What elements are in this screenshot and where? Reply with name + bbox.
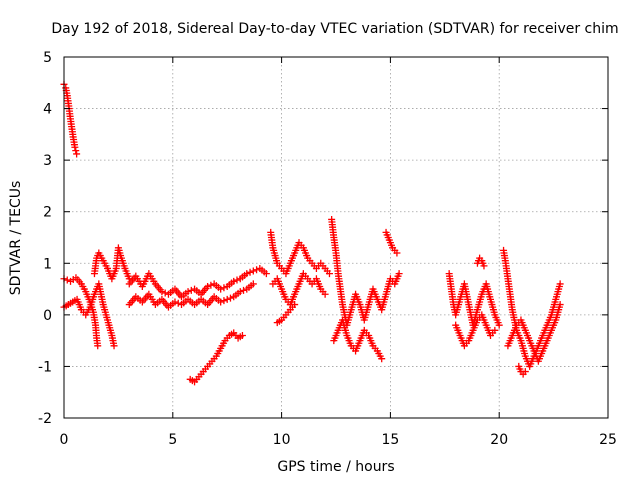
data-point <box>171 298 179 306</box>
data-point <box>223 295 231 303</box>
series-rise-1-3h <box>90 244 133 283</box>
data-point <box>291 301 299 309</box>
series-rise-15h <box>382 228 401 257</box>
data-point <box>217 285 225 293</box>
x-tick-label: 5 <box>168 432 177 448</box>
data-point <box>63 276 71 284</box>
data-point <box>204 282 212 290</box>
series-band-12-15h <box>328 215 403 329</box>
series-band-12-15h-lower <box>330 316 386 363</box>
series-band-17-20h-lower <box>452 311 499 350</box>
data-point <box>480 262 488 270</box>
data-point <box>249 280 257 288</box>
data-point <box>73 150 81 158</box>
series-early-high <box>60 80 81 158</box>
y-tick-labels: -2 -1 0 1 2 3 4 5 <box>38 50 52 427</box>
data-point <box>233 276 241 284</box>
data-marks <box>60 80 564 386</box>
chart-title: Day 192 of 2018, Sidereal Day-to-day VTE… <box>51 21 618 37</box>
data-point <box>321 290 329 298</box>
series-band-17-20h <box>445 270 503 329</box>
plot-frame <box>63 56 609 419</box>
series-band-9-12h <box>267 228 333 278</box>
series-peak-19h <box>473 254 488 270</box>
data-point <box>393 249 401 257</box>
y-tick-label: 1 <box>43 256 52 272</box>
data-point <box>262 270 270 278</box>
data-point <box>378 355 386 363</box>
series-band-20-23h-lower <box>504 301 564 365</box>
y-tick-label: 5 <box>43 50 52 66</box>
series-band-9-12h-lower <box>269 270 329 309</box>
y-tick-label: -1 <box>38 359 52 375</box>
series-low-21h <box>515 362 529 378</box>
data-point <box>230 277 238 285</box>
data-point <box>220 297 228 305</box>
series-band-3-9h-upper <box>125 264 270 301</box>
y-axis-label: SDTVAR / TECUs <box>8 181 24 296</box>
data-point <box>395 270 403 278</box>
y-tick-label: 4 <box>43 102 52 118</box>
x-tick-label: 25 <box>599 432 617 448</box>
data-point <box>220 284 228 292</box>
series-band-3-9h-lower <box>125 280 257 311</box>
x-axis-label: GPS time / hours <box>277 459 394 475</box>
data-point <box>158 288 166 296</box>
data-point <box>246 268 254 276</box>
data-point <box>556 280 564 288</box>
data-point <box>238 331 246 339</box>
x-tick-label: 10 <box>273 432 291 448</box>
y-tick-label: 3 <box>43 153 52 169</box>
data-point <box>521 368 529 376</box>
data-point <box>495 321 503 329</box>
data-point <box>71 143 79 151</box>
series-dip-10h <box>273 301 299 327</box>
data-point <box>110 342 118 350</box>
data-point <box>556 301 564 309</box>
data-point <box>491 326 499 334</box>
data-point <box>243 270 251 278</box>
x-tick-label: 0 <box>60 432 69 448</box>
data-point <box>325 270 333 278</box>
data-point <box>217 298 225 306</box>
data-point <box>236 288 244 296</box>
data-point <box>226 294 234 302</box>
x-tick-label: 15 <box>381 432 399 448</box>
data-point <box>240 286 248 294</box>
y-tick-label: -2 <box>38 411 52 427</box>
series-low-arc-6-8h <box>186 329 246 386</box>
data-point <box>94 342 102 350</box>
data-point <box>249 267 257 275</box>
data-point <box>184 288 192 296</box>
x-tick-labels: 0 5 10 15 20 25 <box>60 432 617 448</box>
y-tick-label: 0 <box>43 308 52 324</box>
axis-ticks <box>63 56 609 419</box>
data-point <box>72 147 80 155</box>
x-tick-label: 20 <box>490 432 508 448</box>
y-tick-label: 2 <box>43 205 52 221</box>
